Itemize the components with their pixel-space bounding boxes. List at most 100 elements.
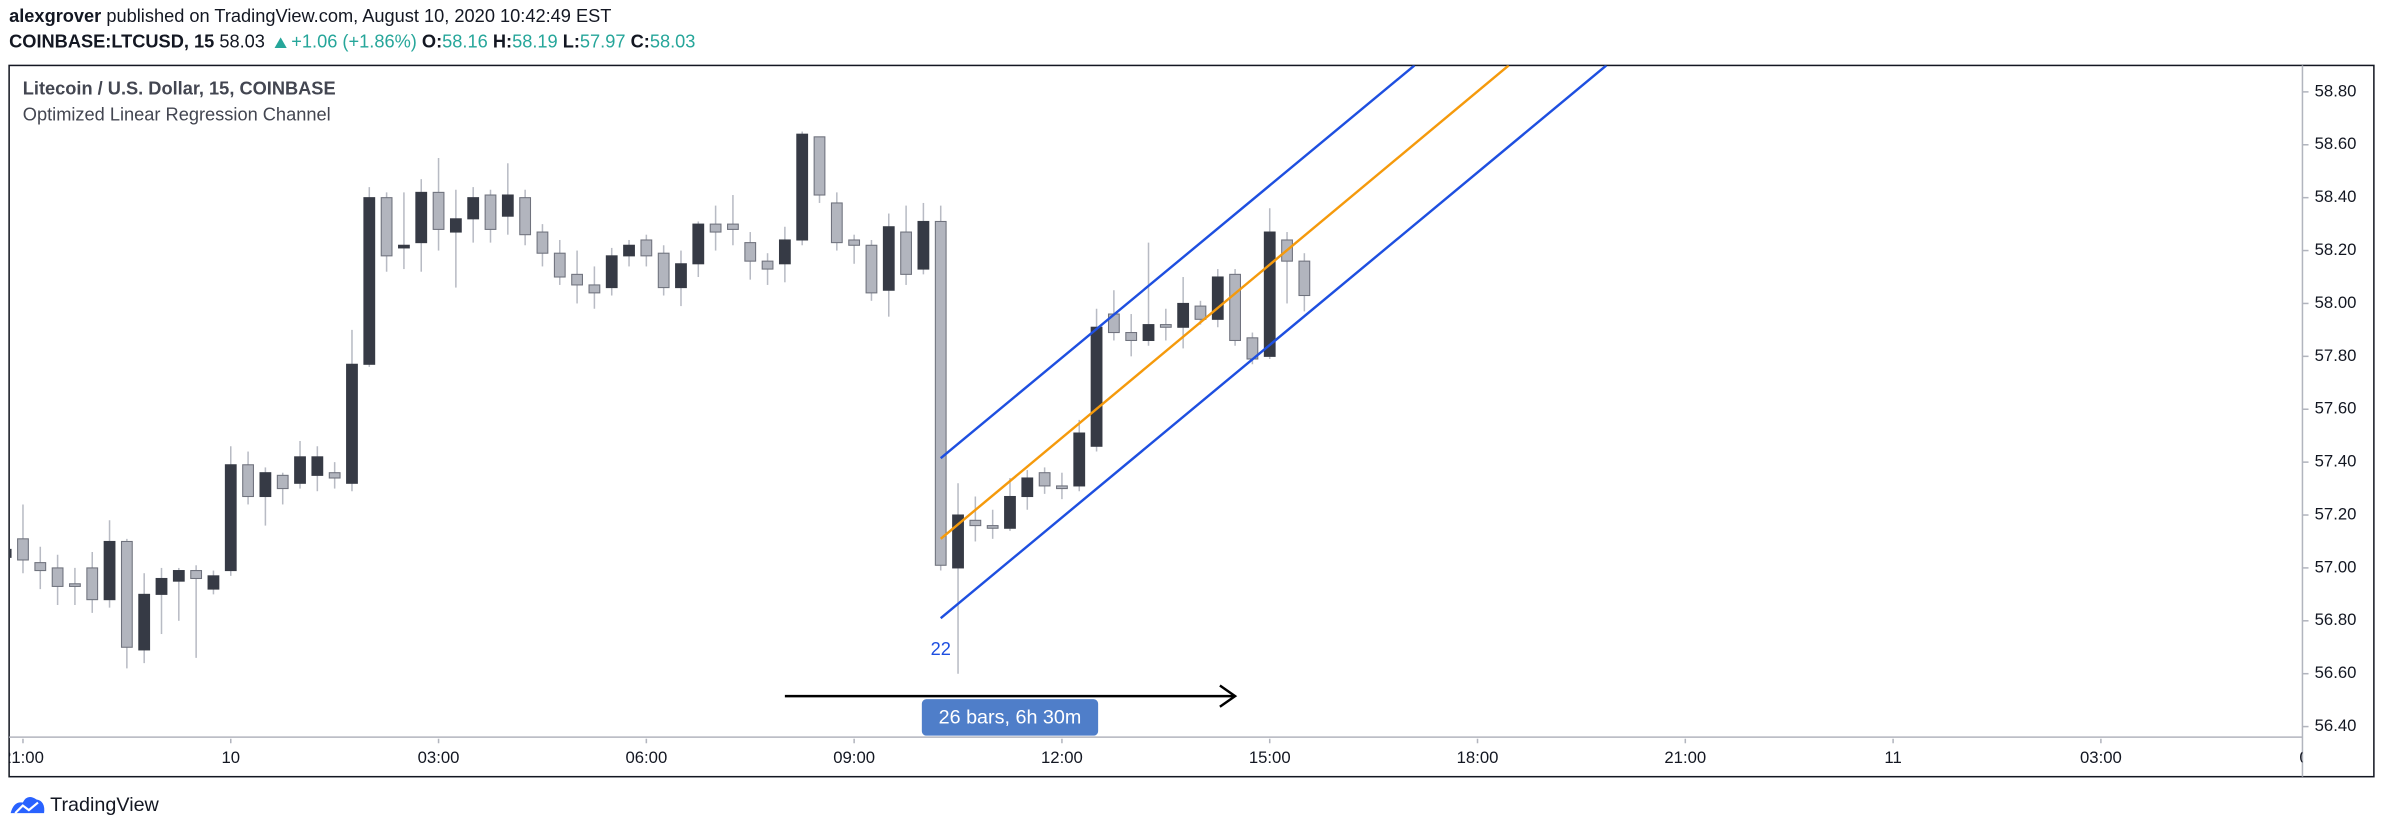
candle-body <box>363 197 376 365</box>
x-tick-label: 15:00 <box>1249 748 1291 767</box>
candle-body <box>934 220 947 566</box>
ohlc-label: O: <box>422 30 442 51</box>
brand-logo <box>10 797 45 814</box>
y-tick-label: 56.60 <box>2315 663 2357 682</box>
measure-label-box <box>921 699 1099 736</box>
candle-body <box>103 540 116 601</box>
candle-body <box>709 223 722 233</box>
candle-body <box>190 570 203 580</box>
candle-body <box>276 474 289 490</box>
candle-body <box>588 284 601 294</box>
candle-body <box>432 191 445 230</box>
candle-body <box>398 244 410 249</box>
candle-body <box>675 263 687 289</box>
candle-body <box>501 194 514 217</box>
candle-body <box>536 231 549 254</box>
candle-body <box>1073 432 1086 487</box>
candle-body <box>207 575 220 590</box>
header-line: alexgrover published on TradingView.com,… <box>9 5 611 26</box>
x-tick-label: 11 <box>1884 748 1901 767</box>
x-tick-label: 06 <box>2299 748 2318 767</box>
candle-body <box>1125 332 1138 342</box>
x-tick-label: 12:00 <box>1041 748 1083 767</box>
candle-body <box>1021 477 1034 498</box>
candle-body <box>848 239 861 246</box>
chart-title: Litecoin / U.S. Dollar, 15, COINBASE <box>23 78 336 99</box>
plot-area <box>9 65 1608 674</box>
candle-body <box>449 218 462 233</box>
author: alexgrover <box>9 5 101 26</box>
ohlc-value: 58.19 <box>512 30 558 51</box>
x-tick-label: 21:00 <box>1664 748 1706 767</box>
candle-body <box>155 577 168 595</box>
candle-body <box>692 223 705 265</box>
candle-body <box>1056 485 1068 490</box>
indicator-name: Optimized Linear Regression Channel <box>23 103 331 124</box>
symbol: COINBASE:LTCUSD, 15 <box>9 30 214 51</box>
candle-body <box>311 456 324 476</box>
candle-body <box>69 583 81 587</box>
x-tick-label: 03:00 <box>2080 748 2122 767</box>
candle-body <box>986 525 999 529</box>
regression-line <box>939 65 1608 620</box>
ohlc-label: L: <box>563 30 580 51</box>
channel-length-label: 22 <box>931 638 951 659</box>
candle-body <box>328 472 341 479</box>
y-tick-label: 57.60 <box>2315 399 2357 418</box>
regression-line <box>939 65 1510 540</box>
candle-body <box>346 363 358 484</box>
y-tick-label: 58.20 <box>2315 240 2357 259</box>
candle-body <box>640 239 653 257</box>
ohlc-label: H: <box>493 30 512 51</box>
candle-body <box>172 570 185 582</box>
candle-body <box>1090 326 1103 447</box>
candle-body <box>952 514 964 569</box>
candle-body <box>9 548 12 558</box>
candle-body <box>571 273 583 286</box>
y-tick-label: 56.40 <box>2315 716 2357 735</box>
x-tick-label: 06:00 <box>625 748 667 767</box>
candle-body <box>34 562 47 572</box>
candle-body <box>51 567 64 587</box>
candle-body <box>917 220 930 270</box>
chart-frame <box>8 64 2375 778</box>
x-tick-label: 21:00 <box>2 748 44 767</box>
candle-body <box>761 260 774 270</box>
candle-body <box>623 244 635 257</box>
candle-body <box>1159 324 1172 328</box>
y-tick-label: 56.80 <box>2315 610 2357 629</box>
y-tick-label: 57.80 <box>2315 346 2357 365</box>
candle-body <box>1194 305 1207 320</box>
ohlc-value: 57.97 <box>580 30 626 51</box>
ohlc-value: 58.03 <box>650 30 696 51</box>
candle-body <box>830 202 843 244</box>
y-tick-label: 57.40 <box>2315 452 2357 471</box>
candle-body <box>1263 231 1276 357</box>
candle-body <box>605 255 618 289</box>
candle-body <box>259 472 272 498</box>
last-price: 58.03 <box>219 30 265 51</box>
candle-body <box>1211 276 1224 320</box>
x-tick-label: 03:00 <box>418 748 460 767</box>
y-tick-label: 58.40 <box>2315 187 2357 206</box>
brand-name: TradingView <box>50 794 159 816</box>
candle-body <box>294 456 306 484</box>
candle-body <box>1004 495 1016 529</box>
symbol-line: COINBASE:LTCUSD, 15 58.03 +1.06 (+1.86%)… <box>9 30 695 51</box>
candle-body <box>519 197 532 236</box>
y-tick-label: 57.20 <box>2315 504 2357 523</box>
candle-body <box>727 223 739 230</box>
candle-body <box>882 226 895 291</box>
y-axis: 56.40 56.60 56.80 57.00 57.20 57.40 57.60 57.80… <box>2302 81 2356 735</box>
candle-body <box>17 538 29 561</box>
candle-body <box>484 194 497 230</box>
candle-body <box>813 136 826 196</box>
candle-body <box>242 464 254 498</box>
candle-body <box>744 242 757 262</box>
ohlc-value: 58.16 <box>442 30 488 51</box>
regression-line <box>939 65 1416 460</box>
candle-body <box>796 133 809 241</box>
ohlc-label: C: <box>631 30 650 51</box>
